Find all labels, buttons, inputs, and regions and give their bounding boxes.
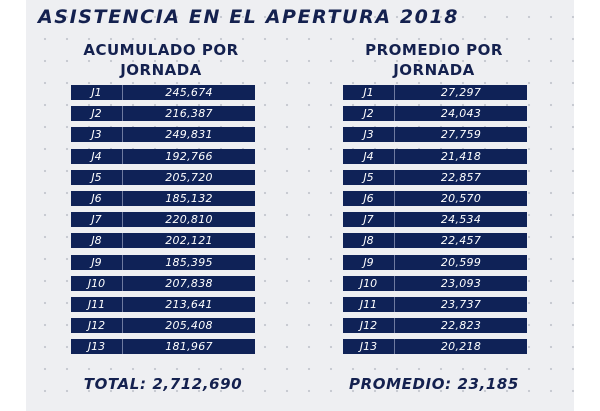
table-row: J12 205,408 — [71, 318, 255, 334]
heading-line: JORNADA — [120, 61, 202, 79]
attendance-value: 181,967 — [165, 340, 213, 354]
jornada-label: J11 — [71, 296, 123, 312]
table-row: J13 181,967 — [71, 339, 255, 355]
table-row: J1 27,297 — [343, 85, 527, 100]
attendance-value: 207,838 — [165, 276, 213, 290]
attendance-value: 22,857 — [440, 170, 482, 184]
jornada-label: J1 — [71, 85, 123, 100]
attendance-value: 27,759 — [440, 128, 482, 142]
table-row: J2 216,387 — [71, 106, 255, 122]
table-row: J11 213,641 — [71, 296, 255, 312]
jornada-label: J7 — [71, 212, 123, 228]
jornada-label: J6 — [343, 190, 395, 206]
jornada-label: J6 — [71, 190, 123, 206]
jornada-label: J8 — [343, 233, 395, 249]
attendance-value: 205,408 — [165, 319, 213, 333]
jornada-label: J11 — [343, 296, 395, 312]
jornada-label: J2 — [343, 106, 395, 122]
heading-line: ACUMULADO POR — [83, 41, 239, 59]
attendance-value: 213,641 — [165, 297, 213, 311]
jornada-label: J10 — [71, 275, 123, 291]
attendance-value: 20,218 — [440, 340, 482, 354]
table-row: J10 23,093 — [343, 275, 527, 291]
jornada-label: J9 — [343, 254, 395, 270]
table-row: J12 22,823 — [343, 318, 527, 334]
attendance-value: 220,810 — [165, 213, 213, 227]
table-row: J2 24,043 — [343, 106, 527, 122]
table-row: J6 185,132 — [71, 190, 255, 206]
table-heading-acumulado: ACUMULADO POR JORNADA — [41, 40, 281, 80]
jornada-label: J4 — [71, 148, 123, 164]
acumulado-table: J1 245,674 J2 216,387 J3 249,831 J4 192,766 J5 20… — [71, 85, 255, 360]
table-row: J9 185,395 — [71, 254, 255, 270]
attendance-value: 20,599 — [440, 255, 482, 269]
table-row: J10 207,838 — [71, 275, 255, 291]
table-row: J1 245,674 — [71, 85, 255, 100]
jornada-label: J13 — [343, 339, 395, 355]
jornada-label: J12 — [71, 318, 123, 334]
table-row: J9 20,599 — [343, 254, 527, 270]
table-row: J8 22,457 — [343, 233, 527, 249]
jornada-label: J12 — [343, 318, 395, 334]
jornada-label: J4 — [343, 148, 395, 164]
table-row: J7 220,810 — [71, 212, 255, 228]
table-row: J8 202,121 — [71, 233, 255, 249]
table-row: J11 23,737 — [343, 296, 527, 312]
table-row: J6 20,570 — [343, 190, 527, 206]
attendance-value: 205,720 — [165, 170, 213, 184]
table-row: J5 22,857 — [343, 169, 527, 185]
attendance-value: 185,395 — [165, 255, 213, 269]
attendance-value: 22,457 — [440, 234, 482, 248]
attendance-value: 23,737 — [440, 297, 482, 311]
attendance-value: 185,132 — [165, 191, 213, 205]
attendance-value: 216,387 — [165, 107, 213, 121]
attendance-value: 202,121 — [165, 234, 213, 248]
attendance-value: 249,831 — [165, 128, 213, 142]
jornada-label: J13 — [71, 339, 123, 355]
jornada-label: J10 — [343, 275, 395, 291]
heading-line: JORNADA — [393, 61, 475, 79]
table-row: J3 27,759 — [343, 127, 527, 143]
table-row: J4 21,418 — [343, 148, 527, 164]
attendance-value: 27,297 — [440, 86, 482, 99]
jornada-label: J3 — [71, 127, 123, 143]
jornada-label: J3 — [343, 127, 395, 143]
attendance-value: 245,674 — [165, 86, 213, 99]
table-row: J13 20,218 — [343, 339, 527, 355]
jornada-label: J5 — [71, 169, 123, 185]
jornada-label: J8 — [71, 233, 123, 249]
table-row: J5 205,720 — [71, 169, 255, 185]
heading-line: PROMEDIO POR — [365, 41, 503, 59]
table-row: J3 249,831 — [71, 127, 255, 143]
total-label: TOTAL: 2,712,690 — [83, 375, 243, 393]
attendance-value: 22,823 — [440, 319, 482, 333]
attendance-value: 23,093 — [440, 276, 482, 290]
jornada-label: J1 — [343, 85, 395, 100]
jornada-label: J9 — [71, 254, 123, 270]
table-row: J7 24,534 — [343, 212, 527, 228]
jornada-label: J5 — [343, 169, 395, 185]
jornada-label: J2 — [71, 106, 123, 122]
attendance-value: 192,766 — [165, 149, 213, 163]
attendance-value: 24,043 — [440, 107, 482, 121]
table-row: J4 192,766 — [71, 148, 255, 164]
attendance-value: 21,418 — [440, 149, 482, 163]
promedio-table: J1 27,297 J2 24,043 J3 27,759 J4 21,418 J5 22,857… — [343, 85, 527, 360]
average-label: PROMEDIO: 23,185 — [349, 375, 519, 393]
attendance-value: 20,570 — [440, 191, 482, 205]
table-heading-promedio: PROMEDIO POR JORNADA — [314, 40, 554, 80]
page-title: ASISTENCIA EN EL APERTURA 2018 — [38, 6, 460, 28]
jornada-label: J7 — [343, 212, 395, 228]
attendance-value: 24,534 — [440, 213, 482, 227]
